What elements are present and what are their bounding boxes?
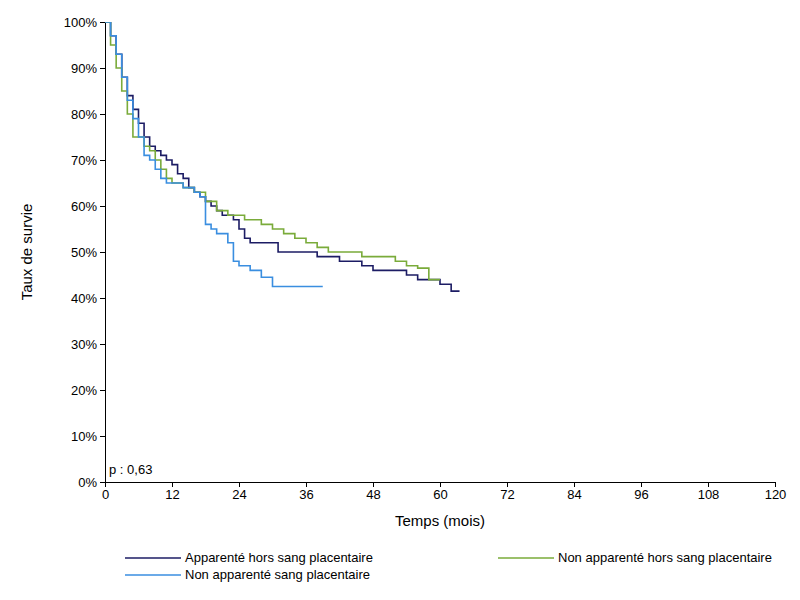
x-tick: 12: [165, 482, 179, 502]
legend-swatch: [125, 574, 181, 576]
survival-curve: [105, 22, 440, 280]
x-tick: 36: [299, 482, 313, 502]
axis-line: [100, 23, 106, 483]
legend-swatch: [498, 557, 554, 559]
y-tick-mark: [100, 114, 105, 115]
y-tick-label: 80%: [71, 107, 97, 122]
legend-item: Apparenté hors sang placentaire: [125, 550, 373, 565]
y-tick: 80%: [71, 107, 105, 122]
x-tick: 24: [232, 482, 246, 502]
x-tick: 60: [433, 482, 447, 502]
legend-label: Apparenté hors sang placentaire: [185, 550, 373, 565]
survival-curve: [105, 22, 460, 291]
x-tick-label: 108: [698, 487, 720, 502]
annotation: p : 0,63: [109, 462, 152, 477]
x-tick-label: 72: [500, 487, 514, 502]
legend-label: Non apparenté hors sang placentaire: [558, 550, 772, 565]
y-tick: 20%: [71, 383, 105, 398]
x-tick: 96: [634, 482, 648, 502]
legend: Apparenté hors sang placentaire Non appar…: [125, 550, 772, 582]
legend-item: Non apparenté sang placentaire: [125, 567, 370, 582]
y-tick-label: 20%: [71, 383, 97, 398]
y-tick: 70%: [71, 153, 105, 168]
x-tick: 0: [102, 482, 109, 502]
x-tick-label: 120: [765, 487, 787, 502]
y-tick-label: 50%: [71, 245, 97, 260]
x-tick-label: 12: [165, 487, 179, 502]
y-tick-label: 90%: [71, 61, 97, 76]
survival-curve: [105, 22, 323, 287]
y-tick: 0%: [78, 475, 105, 490]
plot-area: [105, 22, 460, 291]
x-tick: 48: [366, 482, 380, 502]
y-tick-label: 30%: [71, 337, 97, 352]
y-tick-label: 60%: [71, 199, 97, 214]
y-tick: 10%: [71, 429, 105, 444]
x-tick-label: 24: [232, 487, 246, 502]
y-tick: 90%: [71, 61, 105, 76]
legend-swatch: [125, 557, 181, 559]
y-tick: 30%: [71, 337, 105, 352]
y-tick-label: 40%: [71, 291, 97, 306]
y-tick-mark: [100, 22, 105, 23]
x-tick: 108: [698, 482, 720, 502]
y-tick-mark: [100, 436, 105, 437]
y-tick-label: 10%: [71, 429, 97, 444]
x-tick-label: 0: [102, 487, 109, 502]
chart: 0 12 24 36 48 60 72 84 96 108 120 0% 10% 20% 30% 40% 50%…: [0, 0, 800, 600]
y-tick: 60%: [71, 199, 105, 214]
x-tick-label: 84: [567, 487, 581, 502]
x-axis: 0 12 24 36 48 60 72 84 96 108 120: [102, 482, 786, 502]
y-axis-title: Taux de survie: [18, 204, 35, 301]
y-tick-mark: [100, 344, 105, 345]
x-tick-label: 60: [433, 487, 447, 502]
y-tick-mark: [100, 68, 105, 69]
y-tick-label: 100%: [64, 15, 98, 30]
y-tick-label: 70%: [71, 153, 97, 168]
y-axis: 0% 10% 20% 30% 40% 50% 60% 70% 80% 90% 100%: [64, 15, 106, 490]
legend-label: Non apparenté sang placentaire: [185, 567, 370, 582]
y-tick-mark: [100, 160, 105, 161]
x-tick-label: 36: [299, 487, 313, 502]
y-tick-mark: [100, 252, 105, 253]
x-tick: 84: [567, 482, 581, 502]
x-tick-label: 48: [366, 487, 380, 502]
y-tick-label: 0%: [78, 475, 97, 490]
x-tick: 72: [500, 482, 514, 502]
x-axis-title: Temps (mois): [395, 512, 485, 529]
y-tick: 50%: [71, 245, 105, 260]
x-tick: 120: [765, 482, 787, 502]
y-tick-mark: [100, 206, 105, 207]
y-tick-mark: [100, 298, 105, 299]
y-tick: 100%: [64, 15, 105, 30]
x-tick-label: 96: [634, 487, 648, 502]
y-tick: 40%: [71, 291, 105, 306]
y-tick-mark: [100, 390, 105, 391]
legend-item: Non apparenté hors sang placentaire: [498, 550, 772, 565]
y-tick-mark: [100, 482, 105, 483]
